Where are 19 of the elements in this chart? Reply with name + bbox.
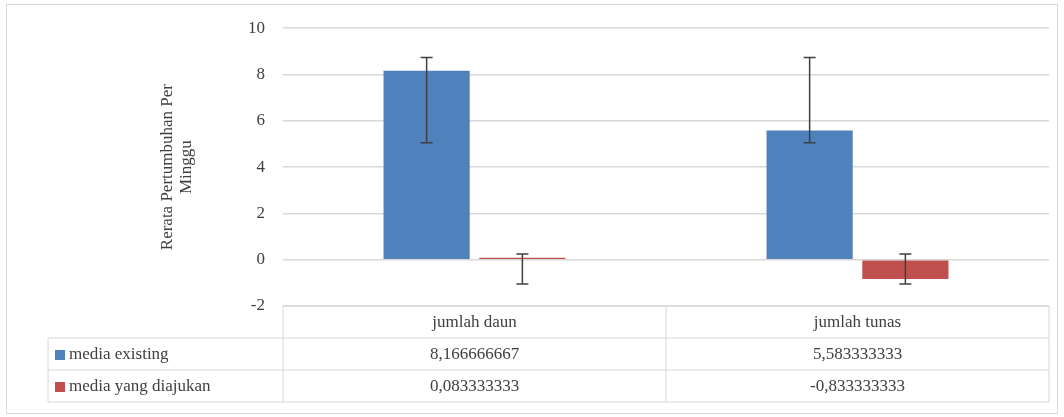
data-label: -0,833333333	[810, 376, 905, 396]
y-tick-label: 10	[248, 17, 265, 37]
bar	[862, 260, 949, 279]
bar	[766, 130, 853, 259]
y-tick-label: 0	[256, 249, 265, 269]
y-tick-label: 8	[256, 63, 265, 83]
x-tick-label: jumlah tunas	[812, 312, 902, 332]
bar	[383, 70, 470, 259]
data-label: 8,166666667	[429, 344, 520, 364]
y-axis-title: Rerata Pertumbuhan Per Minggu	[156, 83, 195, 251]
data-label: 5,583333333	[812, 344, 903, 364]
legend-label: media existing	[69, 344, 170, 364]
x-tick-label: jumlah daun	[431, 312, 518, 332]
data-label: 0,083333333	[429, 376, 520, 396]
y-tick-label: 4	[256, 156, 266, 176]
y-tick-label: -2	[250, 295, 265, 315]
y-tick-label: 2	[256, 202, 265, 222]
y-tick-label: 6	[256, 110, 265, 130]
legend-label: media yang diajukan	[69, 376, 212, 396]
